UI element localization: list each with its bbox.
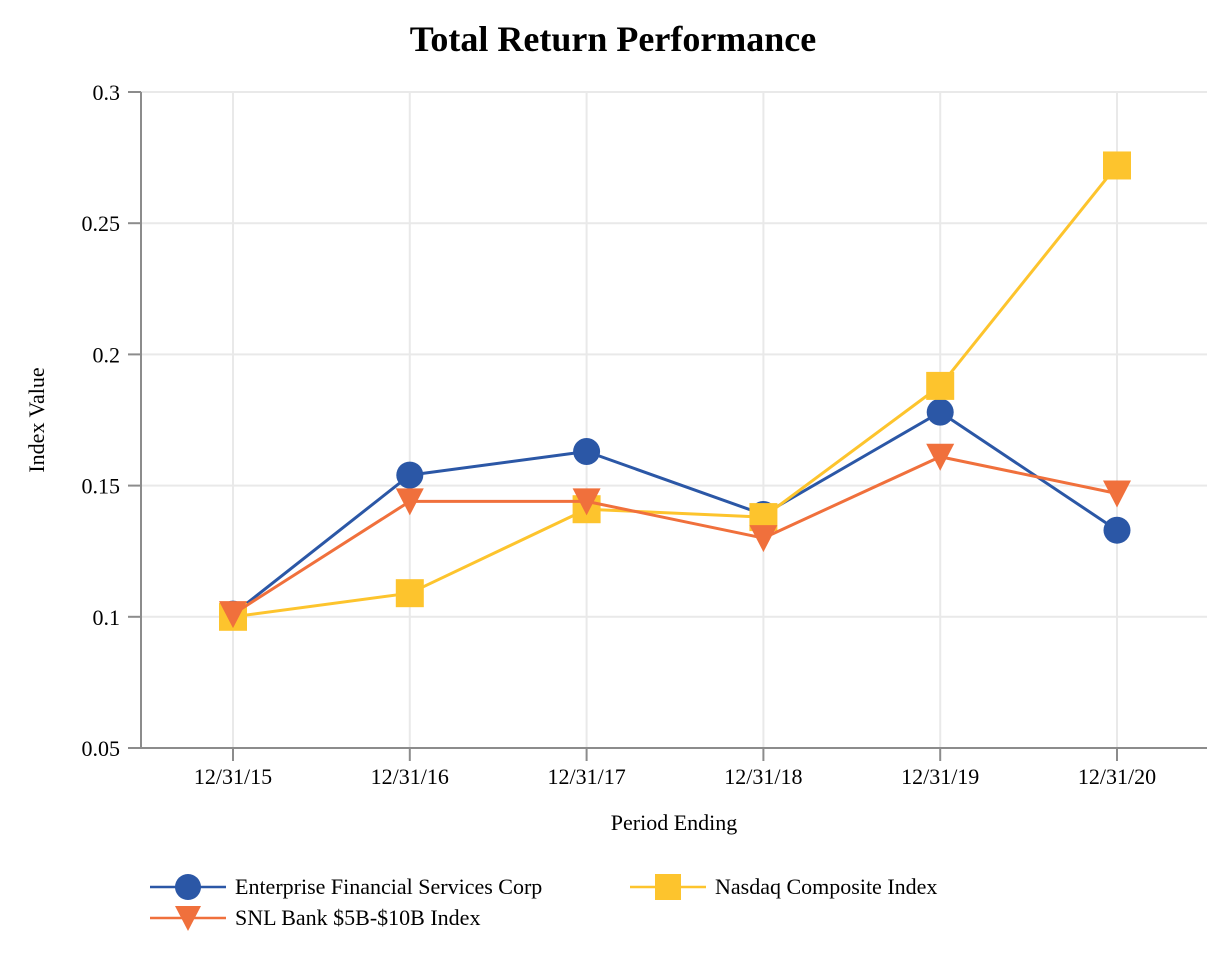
- legend-label: Nasdaq Composite Index: [715, 873, 938, 899]
- series-marker: [926, 443, 955, 471]
- y-tick-label: 0.1: [93, 605, 121, 630]
- legend-label: SNL Bank $5B-$10B Index: [235, 904, 481, 930]
- y-tick-label: 0.25: [82, 211, 121, 236]
- x-tick-label: 12/31/18: [724, 764, 802, 789]
- series-line: [232, 164, 1119, 619]
- series-marker: [395, 579, 424, 608]
- chart-plot-area: 0.05 0.1 0.15 0.2 0.25 0.3 12/31/15 12/31/16 12/…: [24, 80, 1207, 835]
- series-marker: [1103, 151, 1131, 180]
- series-marker: [396, 461, 424, 489]
- chart-legend: Enterprise Financial Services Corp SNL Ba…: [150, 871, 1110, 933]
- series-marker: [573, 437, 601, 465]
- chart-title: Total Return Performance: [409, 19, 817, 59]
- series-marker: [926, 398, 954, 426]
- x-tick-label: 12/31/15: [194, 764, 272, 789]
- legend-item: Nasdaq Composite Index: [630, 871, 1110, 902]
- legend-item: Enterprise Financial Services Corp: [150, 871, 630, 902]
- legend-item: SNL Bank $5B-$10B Index: [150, 902, 630, 933]
- legend-square-icon: [630, 873, 706, 900]
- series-marker: [926, 371, 955, 400]
- legend-circle-icon: [150, 873, 226, 900]
- y-tick-label: 0.3: [93, 80, 121, 105]
- x-tick-label: 12/31/19: [901, 764, 979, 789]
- x-axis-title: Period Ending: [611, 810, 738, 835]
- series-marker: [749, 525, 778, 553]
- series-marker: [1103, 480, 1131, 508]
- x-tick-label: 12/31/16: [371, 764, 449, 789]
- series-marker: [572, 488, 601, 516]
- legend-label: Enterprise Financial Services Corp: [235, 873, 543, 899]
- y-tick-label: 0.2: [93, 342, 121, 367]
- series-line: [232, 455, 1118, 616]
- y-tick-label: 0.15: [82, 474, 121, 499]
- x-tick-label: 12/31/17: [547, 764, 625, 789]
- y-tick-label: 0.05: [82, 736, 121, 761]
- y-axis-title: Index Value: [24, 367, 49, 472]
- series-marker: [395, 488, 424, 516]
- series-marker: [219, 601, 247, 629]
- series-line: [232, 410, 1118, 616]
- legend-triangle-down-icon: [150, 905, 226, 931]
- series-marker: [1103, 516, 1131, 544]
- x-tick-label: 12/31/20: [1078, 764, 1156, 789]
